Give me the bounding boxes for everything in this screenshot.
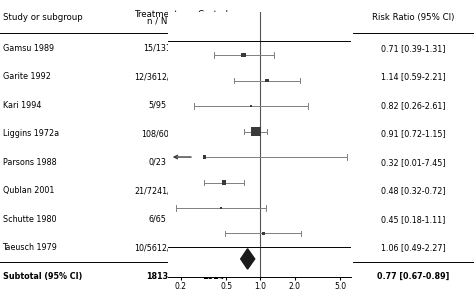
Text: 6/65: 6/65 <box>148 215 166 224</box>
Text: 0.77 [0.67-0.89]: 0.77 [0.67-0.89] <box>377 271 450 281</box>
Text: Kari 1994: Kari 1994 <box>2 101 41 110</box>
Text: Gamsu 1989: Gamsu 1989 <box>2 44 54 53</box>
Text: Schutte 1980: Schutte 1980 <box>2 215 56 224</box>
Bar <box>222 181 227 185</box>
Text: 6/94: 6/94 <box>204 101 222 110</box>
Text: 0/23: 0/23 <box>148 158 166 167</box>
Text: 1.14 [0.59-2.21]: 1.14 [0.59-2.21] <box>381 72 446 81</box>
Text: 0.91 [0.72-1.15]: 0.91 [0.72-1.15] <box>381 129 446 138</box>
Text: 1814: 1814 <box>202 271 224 281</box>
Text: 5/95: 5/95 <box>148 101 166 110</box>
Text: Control: Control <box>198 10 228 19</box>
Text: 1.06 [0.49-2.27]: 1.06 [0.49-2.27] <box>381 243 446 252</box>
Text: 1/22: 1/22 <box>204 158 222 167</box>
Polygon shape <box>241 249 255 269</box>
Text: Garite 1992: Garite 1992 <box>2 72 50 81</box>
Text: 0.48 [0.32-0.72]: 0.48 [0.32-0.72] <box>381 186 446 195</box>
Bar <box>241 53 246 57</box>
Text: Liggins 1972a: Liggins 1972a <box>2 129 59 138</box>
Text: n / N: n / N <box>147 17 167 26</box>
Text: Study or subgroup: Study or subgroup <box>2 13 82 22</box>
Text: 122/617: 122/617 <box>196 129 229 138</box>
Text: Taeusch 1979: Taeusch 1979 <box>2 243 57 252</box>
Text: 0.71 [0.39-1.31]: 0.71 [0.39-1.31] <box>381 44 446 53</box>
Text: Risk Ratio (95% CI): Risk Ratio (95% CI) <box>373 13 455 22</box>
Bar <box>262 232 264 235</box>
Text: 10/5612/71: 10/5612/71 <box>134 243 180 252</box>
Text: 15/131: 15/131 <box>143 44 171 53</box>
Bar <box>250 105 252 107</box>
Text: 108/601: 108/601 <box>141 129 173 138</box>
Bar <box>219 207 222 209</box>
Text: 0.45 [0.18-1.11]: 0.45 [0.18-1.11] <box>382 215 446 224</box>
Text: Parsons 1988: Parsons 1988 <box>2 158 56 167</box>
Text: 21/7241/67: 21/7241/67 <box>134 186 180 195</box>
Text: 22/137: 22/137 <box>199 44 227 53</box>
Text: 12/3612/41: 12/3612/41 <box>134 72 180 81</box>
Bar <box>202 155 206 159</box>
Bar <box>251 127 261 136</box>
Text: 0.82 [0.26-2.61]: 0.82 [0.26-2.61] <box>381 101 446 110</box>
Text: Subtotal (95% CI): Subtotal (95% CI) <box>2 271 82 281</box>
Text: Treatment: Treatment <box>135 10 179 19</box>
Text: 12/58: 12/58 <box>201 215 225 224</box>
Text: n / N: n / N <box>203 17 223 26</box>
Text: 1813: 1813 <box>146 271 168 281</box>
Text: 0.32 [0.01-7.45]: 0.32 [0.01-7.45] <box>381 158 446 167</box>
Bar <box>265 79 269 82</box>
Text: Qublan 2001: Qublan 2001 <box>2 186 54 195</box>
